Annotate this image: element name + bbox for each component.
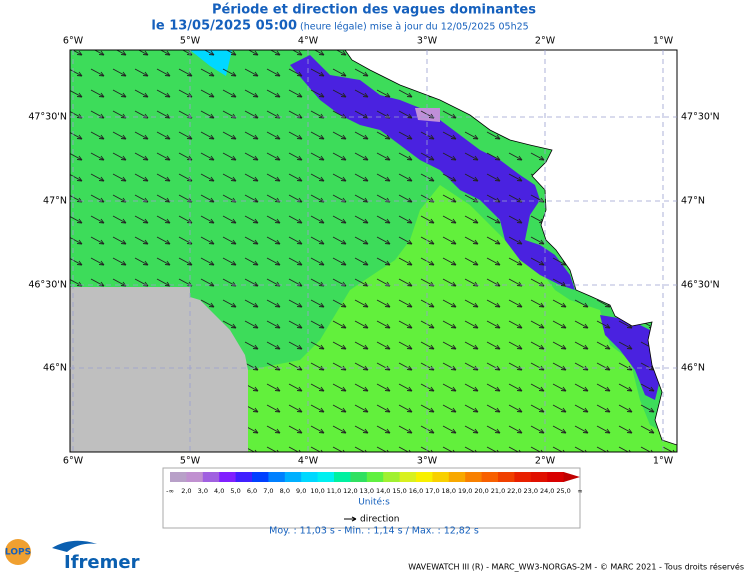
scale-label: -∞ bbox=[166, 487, 174, 495]
scale-label: 21,0 bbox=[491, 487, 505, 495]
scale-label: 23,0 bbox=[524, 487, 538, 495]
lops-logo bbox=[5, 539, 31, 565]
lat-label-left: 47°30'N bbox=[28, 112, 67, 123]
unit: Unité:s bbox=[358, 497, 390, 508]
lat-label-right: 47°30'N bbox=[681, 112, 720, 123]
no-data bbox=[70, 287, 248, 452]
colorbar-end bbox=[563, 472, 580, 482]
scale-label: 8,0 bbox=[280, 487, 290, 495]
lat-label-right: 46°N bbox=[681, 363, 705, 374]
scale-label: 20,0 bbox=[474, 487, 488, 495]
scale-label: 7,0 bbox=[263, 487, 273, 495]
scale-label: 9,0 bbox=[296, 487, 306, 495]
colorbar-segment bbox=[317, 472, 335, 482]
colorbar-segment bbox=[514, 472, 532, 482]
colorbar-segment bbox=[416, 472, 433, 482]
colorbar-segment bbox=[301, 472, 319, 482]
colorbar-segment bbox=[366, 472, 384, 482]
colorbar-segment bbox=[334, 472, 351, 482]
colorbar-segment bbox=[547, 472, 565, 482]
scale-label: 14,0 bbox=[376, 487, 390, 495]
scale-label: 13,0 bbox=[360, 487, 374, 495]
scale-label: 19,0 bbox=[458, 487, 472, 495]
lon-label-bottom: 5°W bbox=[180, 456, 201, 467]
colorbar-segment bbox=[465, 472, 483, 482]
ifremer-mark bbox=[52, 540, 97, 552]
credit: WAVEWATCH III (R) - MARC_WW3-NORGAS-2M -… bbox=[408, 562, 744, 572]
lon-label-top: 3°W bbox=[417, 36, 438, 47]
lon-label-bottom: 1°W bbox=[653, 456, 674, 467]
land bbox=[344, 50, 677, 446]
scale-label: 3,0 bbox=[198, 487, 208, 495]
scale-label: 12,0 bbox=[343, 487, 357, 495]
update: (heure légale) mise à jour du 12/05/2025… bbox=[300, 22, 529, 33]
map-frame bbox=[69, 49, 678, 453]
scale-label: 2,0 bbox=[181, 487, 191, 495]
lat-label-right: 47°N bbox=[681, 196, 705, 207]
lat-label-left: 47°N bbox=[43, 196, 67, 207]
scale-label: ∞ bbox=[577, 487, 582, 495]
title: Période et direction des vagues dominant… bbox=[212, 3, 536, 18]
scale-label: 18,0 bbox=[442, 487, 456, 495]
lat-label-right: 46°30'N bbox=[681, 280, 720, 291]
scale-label: 10,0 bbox=[310, 487, 324, 495]
lon-label-top: 1°W bbox=[653, 36, 674, 47]
lat-label-left: 46°30'N bbox=[28, 280, 67, 291]
colorbar-segment bbox=[235, 472, 253, 482]
scale-label: 25,0 bbox=[556, 487, 570, 495]
scale-label: 16,0 bbox=[409, 487, 423, 495]
scale-label: 17,0 bbox=[425, 487, 439, 495]
lon-label-top: 5°W bbox=[180, 36, 201, 47]
colorbar-segment bbox=[399, 472, 417, 482]
scale-label: 5,0 bbox=[230, 487, 240, 495]
colorbar-segment bbox=[284, 472, 302, 482]
lon-label-top: 6°W bbox=[63, 36, 84, 47]
colorbar-segment bbox=[219, 472, 237, 482]
direction-arrow-head bbox=[351, 516, 357, 522]
lon-label-bottom: 2°W bbox=[535, 456, 556, 467]
lops-text: LOPS bbox=[5, 548, 31, 558]
graticule: 6°W 6°W 5°W 5°W 4°W 4°W 3°W 3°W 2°W 2°W 1°W 1°W 47°3… bbox=[28, 36, 719, 467]
colorbar-segment bbox=[432, 472, 450, 482]
colorbar-segment bbox=[170, 472, 187, 482]
colorbar-segment bbox=[202, 472, 220, 482]
colorbar: -∞ 2,0 3,0 4,0 5,0 6,0 7,0 8,0 9,0 10,0 11,0 12,0 13… bbox=[166, 472, 583, 495]
colorbar-segment bbox=[268, 472, 286, 482]
colorbar-segment bbox=[498, 472, 515, 482]
scale-label: 6,0 bbox=[247, 487, 257, 495]
map bbox=[70, 50, 677, 452]
scale-label: 4,0 bbox=[214, 487, 224, 495]
direction-label: direction bbox=[360, 515, 399, 525]
colorbar-segment bbox=[448, 472, 466, 482]
date: le 13/05/2025 05:00 bbox=[151, 19, 297, 34]
scale-label: 11,0 bbox=[327, 487, 341, 495]
colorbar-segment bbox=[350, 472, 368, 482]
stats: Moy. : 11,03 s - Min. : 1,14 s / Max. : … bbox=[269, 526, 479, 537]
lon-label-bottom: 4°W bbox=[298, 456, 319, 467]
colorbar-segment bbox=[481, 472, 499, 482]
lon-label-top: 2°W bbox=[535, 36, 556, 47]
colorbar-segment bbox=[186, 472, 204, 482]
colorbar-segment bbox=[383, 472, 401, 482]
ifremer-text: Ifremer bbox=[64, 552, 140, 573]
scale-label: 24,0 bbox=[540, 487, 554, 495]
colorbar-segment bbox=[252, 472, 269, 482]
scale-label: 22,0 bbox=[507, 487, 521, 495]
scale-label: 15,0 bbox=[392, 487, 406, 495]
lat-label-left: 46°N bbox=[43, 363, 67, 374]
lon-label-bottom: 3°W bbox=[417, 456, 438, 467]
colorbar-segment bbox=[530, 472, 548, 482]
lon-label-top: 4°W bbox=[298, 36, 319, 47]
lon-label-bottom: 6°W bbox=[63, 456, 84, 467]
